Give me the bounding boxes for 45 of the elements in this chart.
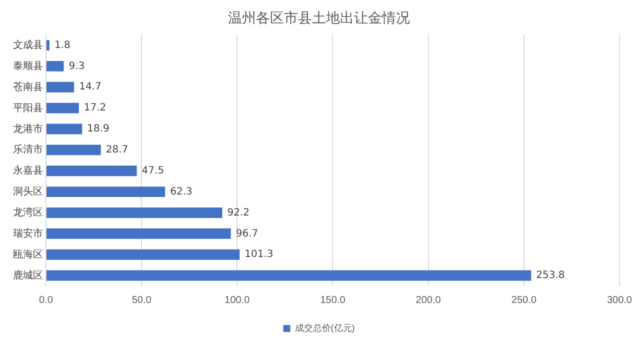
data-label: 92.2	[227, 207, 250, 218]
y-tick-label: 平阳县	[13, 102, 43, 114]
data-label: 101.3	[244, 249, 274, 260]
y-tick-label: 瓯海区	[13, 248, 43, 260]
bar	[46, 208, 222, 218]
data-label: 18.9	[87, 124, 110, 135]
chart-title: 温州各区市县土地出让金情况	[228, 9, 410, 26]
bar	[46, 270, 532, 281]
y-tick-label: 苍南县	[13, 80, 43, 93]
x-tick-label: 200.0	[416, 294, 442, 306]
y-tick-label: 鹿城区	[13, 269, 43, 282]
bar	[46, 228, 231, 239]
bar	[46, 40, 50, 50]
bar	[46, 124, 82, 134]
legend-label: 成交总价(亿元)	[294, 322, 355, 333]
x-tick-label: 100.0	[224, 294, 250, 306]
x-tick-label: 250.0	[511, 294, 537, 306]
y-tick-label: 瑞安市	[13, 227, 43, 240]
bar	[46, 60, 64, 72]
data-label: 62.3	[170, 186, 192, 198]
y-tick-label: 龙港市	[13, 122, 43, 135]
bar	[46, 166, 137, 176]
x-tick-label: 50.0	[132, 294, 152, 306]
bar	[46, 186, 166, 198]
data-label: 14.7	[79, 82, 102, 93]
y-tick-label: 洞头区	[13, 186, 43, 198]
data-label: 9.3	[68, 60, 85, 72]
data-label: 47.5	[142, 165, 164, 176]
x-tick-label: 150.0	[320, 294, 346, 306]
bar	[46, 102, 79, 114]
y-tick-label: 龙湾区	[13, 206, 43, 218]
x-tick-label: 0.0	[39, 294, 54, 306]
x-tick-label: 300.0	[606, 294, 632, 306]
y-tick-label: 泰顺县	[13, 60, 43, 72]
y-tick-label: 乐清市	[13, 144, 43, 156]
bar	[46, 82, 74, 92]
data-label: 96.7	[236, 228, 258, 240]
data-label: 253.8	[536, 270, 565, 282]
bar	[46, 144, 101, 156]
y-tick-label: 文成县	[13, 39, 43, 52]
data-label: 28.7	[106, 144, 128, 156]
y-tick-label: 永嘉县	[13, 164, 43, 177]
data-label: 17.2	[84, 102, 106, 114]
data-label: 1.8	[54, 40, 70, 51]
bar	[46, 249, 240, 260]
